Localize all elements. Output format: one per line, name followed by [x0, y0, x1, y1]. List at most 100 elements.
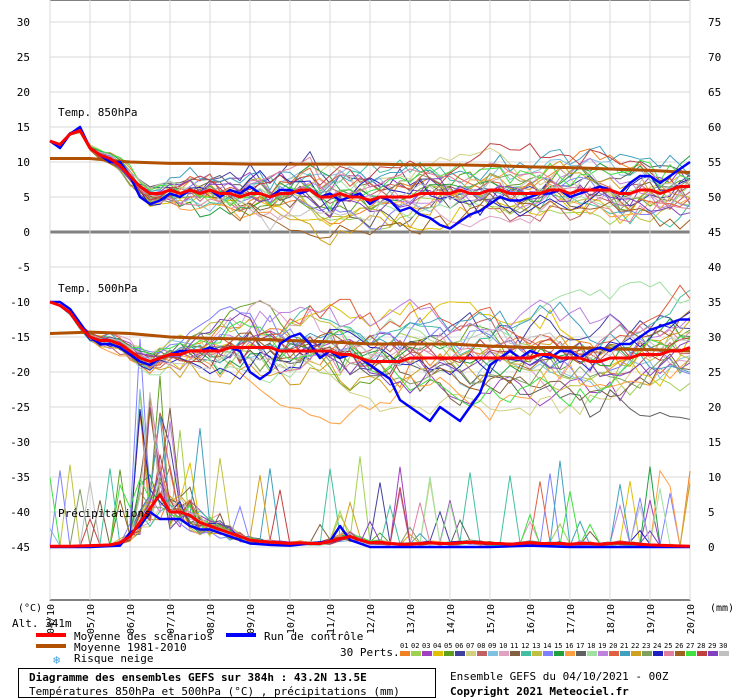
pert-swatch [488, 651, 498, 656]
y-right-tick: 10 [708, 471, 721, 484]
pert-swatch [455, 651, 465, 656]
pert-500-line [49, 281, 691, 384]
legend-mean-label: Moyenne des scénarios [74, 630, 213, 643]
pert-swatch [653, 651, 663, 656]
pert-850-line [49, 127, 691, 211]
pert-swatch [422, 651, 432, 656]
pert-swatch [576, 651, 586, 656]
x-tick: 18/10 [606, 604, 617, 634]
pert-number: 01 [400, 642, 408, 650]
pert-number: 12 [521, 642, 529, 650]
mean-precip-line [50, 493, 691, 548]
control-precip-line [50, 510, 690, 549]
main-series-lines [49, 125, 691, 549]
pert-number: 05 [444, 642, 452, 650]
pert-850-line [49, 128, 691, 196]
y-right-tick: 5 [708, 506, 715, 519]
copyright-label: Copyright 2021 Meteociel.fr [450, 685, 629, 698]
x-tick: 17/10 [566, 604, 577, 634]
pert-number: 09 [488, 642, 496, 650]
t850-label: Temp. 850hPa [58, 106, 137, 119]
altitude-label: Alt. 341m [12, 617, 72, 630]
x-tick: 11/10 [326, 604, 337, 634]
y-left-tick: -25 [10, 401, 30, 414]
pert-850-line [49, 130, 691, 210]
pert-swatch [697, 651, 707, 656]
pert-swatch [554, 651, 564, 656]
x-tick: 05/10 [86, 604, 97, 634]
pert-number: 26 [675, 642, 683, 650]
y-left-tick: -30 [10, 436, 30, 449]
pert-number: 11 [510, 642, 518, 650]
y-left-tick: -5 [17, 261, 30, 274]
pert-number: 17 [576, 642, 584, 650]
pert-swatch [532, 651, 542, 656]
pert-swatch [620, 651, 630, 656]
precip-label: Précipitations [58, 507, 151, 520]
legend-climate-label: Moyenne 1981-2010 [74, 641, 187, 654]
y-left-tick-labels: 30 25 20 15 10 5 0 -5 -10 -15 -20 -25 -30 -35 -40 -45 [10, 16, 30, 554]
run-label: Ensemble GEFS du 04/10/2021 - 00Z [450, 670, 669, 683]
pert-850-line [49, 130, 691, 201]
pert-number: 02 [411, 642, 419, 650]
pert-swatch [587, 651, 597, 656]
pert-precip-line [49, 470, 691, 548]
pert-850-line [49, 130, 691, 217]
pert-swatch [664, 651, 674, 656]
y-right-tick: 65 [708, 86, 721, 99]
x-tick: 04/10 [46, 604, 57, 634]
pert-number: 27 [686, 642, 694, 650]
pert-swatch [400, 651, 410, 656]
y-right-tick: 45 [708, 226, 721, 239]
left-unit-label: (°C) [18, 603, 42, 614]
x-tick-labels: 04/10 05/10 06/10 07/10 08/10 09/10 10/10 11/10… [46, 604, 697, 634]
y-right-tick: 60 [708, 121, 721, 134]
pert-number: 04 [433, 642, 441, 650]
pert-swatch [708, 651, 718, 656]
pert-number: 24 [653, 642, 661, 650]
y-right-tick: 70 [708, 51, 721, 64]
pert-number: 23 [642, 642, 650, 650]
y-right-tick: 25 [708, 366, 721, 379]
y-right-tick: 30 [708, 331, 721, 344]
chart-title: Diagramme des ensembles GEFS sur 384h : … [29, 671, 367, 684]
pert-swatch [477, 651, 487, 656]
y-right-tick: 20 [708, 401, 721, 414]
pert-swatch [510, 651, 520, 656]
pert-number: 10 [499, 642, 507, 650]
legend-mean-swatch [36, 633, 66, 637]
pert-swatch [521, 651, 531, 656]
pert-number: 18 [587, 642, 595, 650]
x-tick: 16/10 [526, 604, 537, 634]
y-left-tick: -15 [10, 331, 30, 344]
pert-number: 15 [554, 642, 562, 650]
x-tick: 19/10 [646, 604, 657, 634]
y-right-tick: 40 [708, 261, 721, 274]
pert-850-line [49, 129, 691, 223]
perturbation-legend: 01 02 03 04 05 06 07 08 09 10 11 12 13 14 15 16 17 18 19 20… [400, 642, 729, 656]
pert-swatch [565, 651, 575, 656]
pert-swatch [609, 651, 619, 656]
y-right-tick: 35 [708, 296, 721, 309]
pert-500-line [49, 301, 691, 375]
y-left-tick: -35 [10, 471, 30, 484]
pert-number: 06 [455, 642, 463, 650]
legend-control-label: Run de contrôle [264, 630, 363, 643]
pert-swatch [444, 651, 454, 656]
pert-number: 14 [543, 642, 551, 650]
snowflake-icon: ❄ [53, 653, 60, 667]
pert-swatch [598, 651, 608, 656]
pert-swatch [411, 651, 421, 656]
x-tick: 10/10 [286, 604, 297, 634]
pert-number: 29 [708, 642, 716, 650]
pert-number: 25 [664, 642, 672, 650]
x-tick: 09/10 [246, 604, 257, 634]
pert-500-line [49, 301, 691, 407]
pert-swatch [433, 651, 443, 656]
pert-swatch [675, 651, 685, 656]
pert-swatch [466, 651, 476, 656]
climate-500-line [49, 330, 691, 353]
x-tick: 20/10 [686, 604, 697, 634]
